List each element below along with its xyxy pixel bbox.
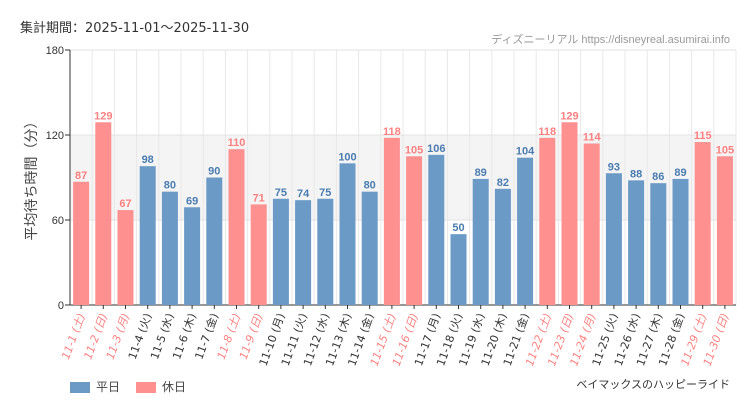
data-label: 106 [427, 143, 445, 155]
data-label: 90 [208, 166, 220, 178]
y-tick-label: 180 [46, 45, 64, 57]
data-label: 88 [630, 168, 642, 180]
bar [272, 198, 289, 305]
data-label: 75 [275, 187, 287, 199]
bar [161, 191, 178, 305]
bar [317, 198, 334, 305]
bar [184, 207, 201, 305]
y-axis-title: 平均待ち時間（分） [24, 115, 40, 241]
legend: 平日 休日 [70, 378, 186, 395]
data-label: 80 [364, 180, 376, 192]
data-label: 75 [319, 187, 331, 199]
bar [517, 157, 534, 305]
bar [339, 163, 356, 305]
bar [73, 181, 90, 305]
bar [361, 191, 378, 305]
data-label: 67 [119, 198, 131, 210]
bar [295, 200, 312, 305]
data-label: 98 [142, 154, 154, 166]
bar [650, 183, 667, 305]
period-title: 集計期間：2025-11-01〜2025-11-30 [20, 21, 250, 36]
bar [694, 142, 711, 305]
data-label: 110 [228, 137, 246, 149]
data-label: 80 [164, 180, 176, 192]
data-label: 74 [297, 188, 310, 200]
legend-holiday[interactable]: 休日 [136, 378, 186, 395]
data-label: 104 [516, 146, 535, 158]
data-label: 87 [75, 170, 87, 182]
bar [406, 156, 423, 305]
data-label: 100 [338, 151, 356, 163]
data-label: 114 [583, 132, 602, 144]
data-label: 105 [716, 144, 734, 156]
data-label: 71 [253, 192, 265, 204]
y-tick-label: 0 [58, 300, 64, 312]
bar [494, 188, 511, 305]
data-label: 93 [608, 161, 620, 173]
data-label: 89 [475, 167, 487, 179]
bar [450, 234, 467, 305]
bar [472, 178, 489, 305]
source-credit: ディズニーリアル https://disneyreal.asumirai.inf… [491, 34, 730, 46]
data-label: 129 [94, 110, 112, 122]
bar [206, 177, 223, 305]
bar [716, 156, 733, 305]
data-label: 115 [694, 130, 712, 142]
data-label: 82 [497, 177, 509, 189]
attraction-name: ベイマックスのハッピーライド [576, 378, 730, 391]
data-label: 50 [452, 222, 464, 234]
data-label: 86 [652, 171, 664, 183]
data-label: 118 [538, 126, 556, 138]
bar [250, 204, 267, 305]
bar [117, 210, 134, 305]
bar [428, 154, 445, 305]
bar [228, 149, 245, 305]
legend-label: 休日 [162, 380, 187, 394]
data-label: 69 [186, 195, 198, 207]
legend-label: 平日 [96, 380, 121, 394]
y-tick-label: 60 [52, 215, 64, 227]
bar [139, 166, 156, 305]
data-label: 129 [560, 110, 578, 122]
bar [672, 178, 689, 305]
bar [561, 122, 578, 305]
data-label: 89 [674, 167, 686, 179]
bar [539, 137, 556, 305]
legend-swatch [70, 382, 90, 393]
y-tick-label: 120 [46, 130, 64, 142]
bar [605, 173, 622, 305]
bar [583, 143, 600, 305]
bar [95, 122, 112, 305]
data-label: 118 [383, 126, 401, 138]
data-label: 105 [405, 144, 423, 156]
legend-weekday[interactable]: 平日 [70, 378, 120, 395]
legend-swatch [136, 382, 157, 393]
bar [383, 137, 400, 305]
bar [628, 180, 645, 305]
